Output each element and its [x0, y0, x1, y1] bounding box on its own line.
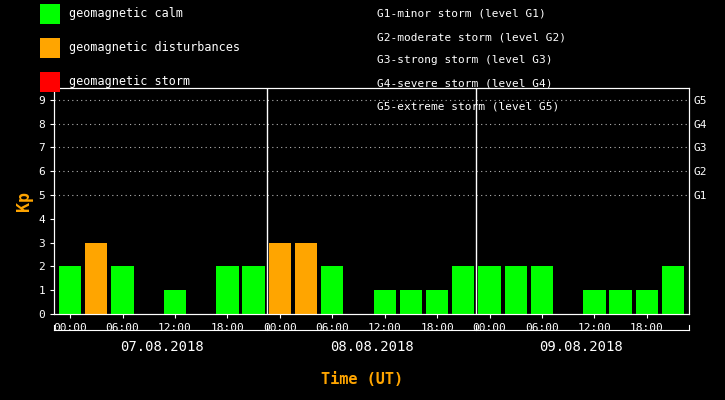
Bar [478, 266, 501, 314]
Bar [321, 266, 344, 314]
Bar [452, 266, 474, 314]
Bar [112, 266, 133, 314]
Bar [59, 266, 81, 314]
Bar [399, 290, 422, 314]
Bar [295, 243, 317, 314]
Text: G3-strong storm (level G3): G3-strong storm (level G3) [377, 56, 552, 66]
Bar [85, 243, 107, 314]
FancyBboxPatch shape [40, 4, 60, 24]
Bar [505, 266, 527, 314]
Text: 09.08.2018: 09.08.2018 [539, 340, 624, 354]
Text: geomagnetic calm: geomagnetic calm [69, 8, 183, 20]
Text: G1-minor storm (level G1): G1-minor storm (level G1) [377, 9, 546, 19]
Bar [242, 266, 265, 314]
Y-axis label: Kp: Kp [15, 191, 33, 211]
Bar [216, 266, 239, 314]
Bar [164, 290, 186, 314]
FancyBboxPatch shape [40, 72, 60, 92]
Text: 08.08.2018: 08.08.2018 [330, 340, 413, 354]
Text: G5-extreme storm (level G5): G5-extreme storm (level G5) [377, 102, 559, 112]
Text: 07.08.2018: 07.08.2018 [120, 340, 204, 354]
Bar [583, 290, 605, 314]
Text: G2-moderate storm (level G2): G2-moderate storm (level G2) [377, 32, 566, 42]
Text: geomagnetic disturbances: geomagnetic disturbances [69, 42, 240, 54]
Bar [373, 290, 396, 314]
Bar [662, 266, 684, 314]
Text: G4-severe storm (level G4): G4-severe storm (level G4) [377, 78, 552, 89]
Bar [269, 243, 291, 314]
Text: geomagnetic storm: geomagnetic storm [69, 76, 190, 88]
Bar [636, 290, 658, 314]
Text: Time (UT): Time (UT) [321, 372, 404, 388]
Bar [610, 290, 631, 314]
Bar [426, 290, 448, 314]
Bar [531, 266, 553, 314]
FancyBboxPatch shape [40, 38, 60, 58]
